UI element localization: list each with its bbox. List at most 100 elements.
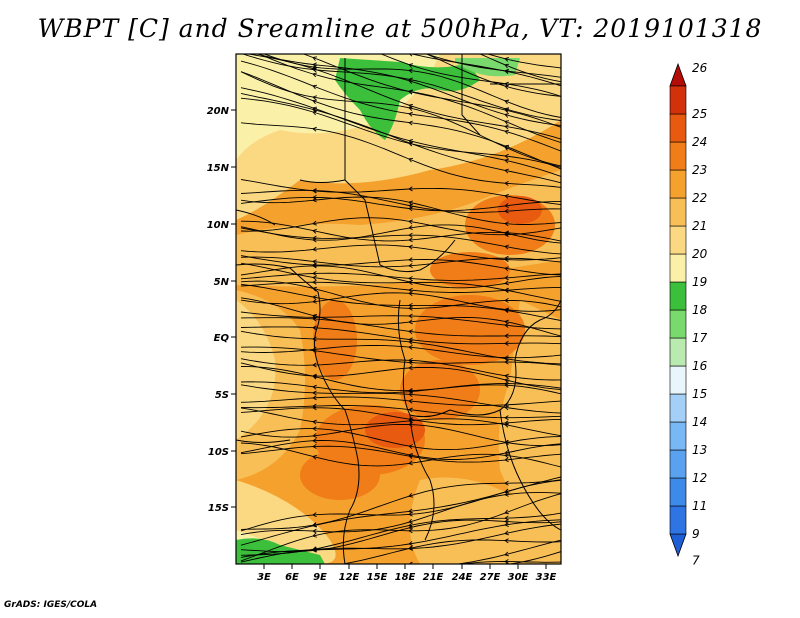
streamline-arrow bbox=[312, 188, 317, 194]
streamline-arrow bbox=[408, 545, 413, 551]
streamline-arrow bbox=[408, 392, 413, 397]
streamline bbox=[240, 479, 561, 530]
streamline-arrow bbox=[313, 595, 317, 599]
streamline-arrow bbox=[504, 244, 509, 250]
streamline bbox=[240, 440, 561, 460]
streamline-arrow bbox=[408, 232, 413, 238]
streamline-arrow bbox=[504, 559, 509, 564]
streamline-arrow bbox=[504, 298, 509, 303]
streamline-arrow bbox=[312, 433, 317, 438]
streamline bbox=[240, 122, 561, 188]
colorbar-label: 26 bbox=[692, 61, 708, 75]
streamline-arrow bbox=[312, 62, 317, 68]
streamline bbox=[240, 346, 561, 366]
streamline-arrow bbox=[408, 257, 413, 263]
streamline bbox=[255, 54, 561, 127]
streamline-arrow bbox=[409, 28, 413, 32]
streamline bbox=[240, 407, 561, 437]
country-borders bbox=[236, 54, 561, 564]
streamline-arrow bbox=[504, 288, 509, 293]
streamline-arrow bbox=[504, 153, 509, 159]
map-field bbox=[236, 4, 561, 599]
streamline bbox=[240, 265, 561, 289]
streamline bbox=[240, 366, 561, 395]
streamline-arrow bbox=[312, 220, 317, 226]
credit-text: GrADS: IGES/COLA bbox=[4, 600, 98, 610]
streamline-arrow bbox=[504, 333, 509, 339]
streamline-arrow bbox=[504, 230, 509, 236]
colorbar-swatch bbox=[669, 169, 687, 199]
colorbar-label: 16 bbox=[692, 359, 708, 373]
streamline-arrow bbox=[504, 266, 509, 272]
streamline-arrow bbox=[504, 457, 509, 463]
streamline-arrow bbox=[504, 319, 509, 325]
streamline-arrow bbox=[312, 84, 318, 90]
streamline-arrow bbox=[408, 444, 413, 450]
streamline-arrow bbox=[312, 197, 317, 203]
streamline bbox=[240, 445, 561, 463]
streamline-arrow bbox=[504, 538, 509, 544]
lon-label: 15E bbox=[367, 572, 388, 583]
lat-label: 15N bbox=[207, 163, 230, 174]
streamline-arrow bbox=[312, 454, 317, 460]
lon-label: 30E bbox=[508, 572, 529, 583]
streamline bbox=[240, 196, 561, 212]
streamline-arrow bbox=[313, 20, 317, 24]
streamline-arrow bbox=[312, 99, 318, 105]
colorbar-swatch bbox=[669, 281, 687, 311]
streamline-arrow bbox=[408, 387, 413, 393]
streamline-arrow bbox=[504, 129, 509, 135]
streamline bbox=[240, 224, 561, 244]
colorbar-label: 14 bbox=[692, 415, 707, 429]
streamline-arrow bbox=[504, 515, 509, 521]
streamline bbox=[240, 292, 561, 312]
streamline-arrow bbox=[409, 566, 413, 570]
streamline-arrow bbox=[408, 339, 413, 345]
streamline-arrow bbox=[504, 453, 509, 459]
streamline bbox=[240, 407, 561, 426]
lat-label: 10N bbox=[207, 220, 230, 231]
colorbar-label: 17 bbox=[692, 331, 708, 345]
colorbar-swatch bbox=[669, 421, 687, 451]
streamline bbox=[454, 539, 561, 564]
streamline bbox=[246, 54, 561, 140]
streamline-arrow bbox=[504, 193, 509, 199]
streamline-arrow bbox=[312, 295, 317, 300]
streamline-arrow bbox=[408, 365, 413, 371]
streamline-arrow bbox=[504, 373, 509, 379]
colorbar-label: 21 bbox=[692, 219, 707, 233]
streamline-arrow bbox=[408, 344, 413, 350]
streamline bbox=[240, 262, 561, 302]
streamline-arrow bbox=[408, 219, 413, 225]
colorbar-swatch bbox=[669, 477, 687, 507]
lat-axis: 20N 15N 10N 5N EQ 5S 10S 15S bbox=[207, 106, 236, 514]
streamline bbox=[240, 330, 561, 365]
streamline bbox=[240, 384, 561, 414]
colorbar-swatch bbox=[669, 85, 687, 115]
streamline-arrow bbox=[408, 522, 413, 528]
streamline-arrow bbox=[312, 228, 317, 234]
map-frame bbox=[235, 53, 562, 565]
streamline bbox=[460, 561, 561, 564]
streamline bbox=[340, 539, 561, 564]
streamline bbox=[240, 405, 561, 419]
streamline-arrow bbox=[408, 302, 413, 308]
streamline-arrow bbox=[408, 89, 413, 95]
streamline bbox=[240, 255, 561, 276]
streamline-arrow bbox=[409, 24, 413, 28]
streamline bbox=[240, 479, 561, 532]
streamline-arrow bbox=[504, 158, 509, 164]
lon-label: 33E bbox=[536, 572, 557, 583]
streamline bbox=[560, 54, 561, 55]
streamline-arrow bbox=[504, 340, 509, 346]
lon-label: 27E bbox=[480, 572, 501, 583]
streamline-arrow bbox=[504, 63, 510, 69]
lon-label: 9E bbox=[313, 572, 327, 583]
streamline bbox=[486, 54, 561, 69]
streamline-arrow bbox=[504, 530, 509, 536]
streamline-arrow bbox=[312, 237, 317, 243]
streamline-arrow bbox=[313, 4, 317, 8]
streamline-arrow bbox=[504, 420, 509, 426]
streamline-arrow bbox=[408, 106, 413, 111]
